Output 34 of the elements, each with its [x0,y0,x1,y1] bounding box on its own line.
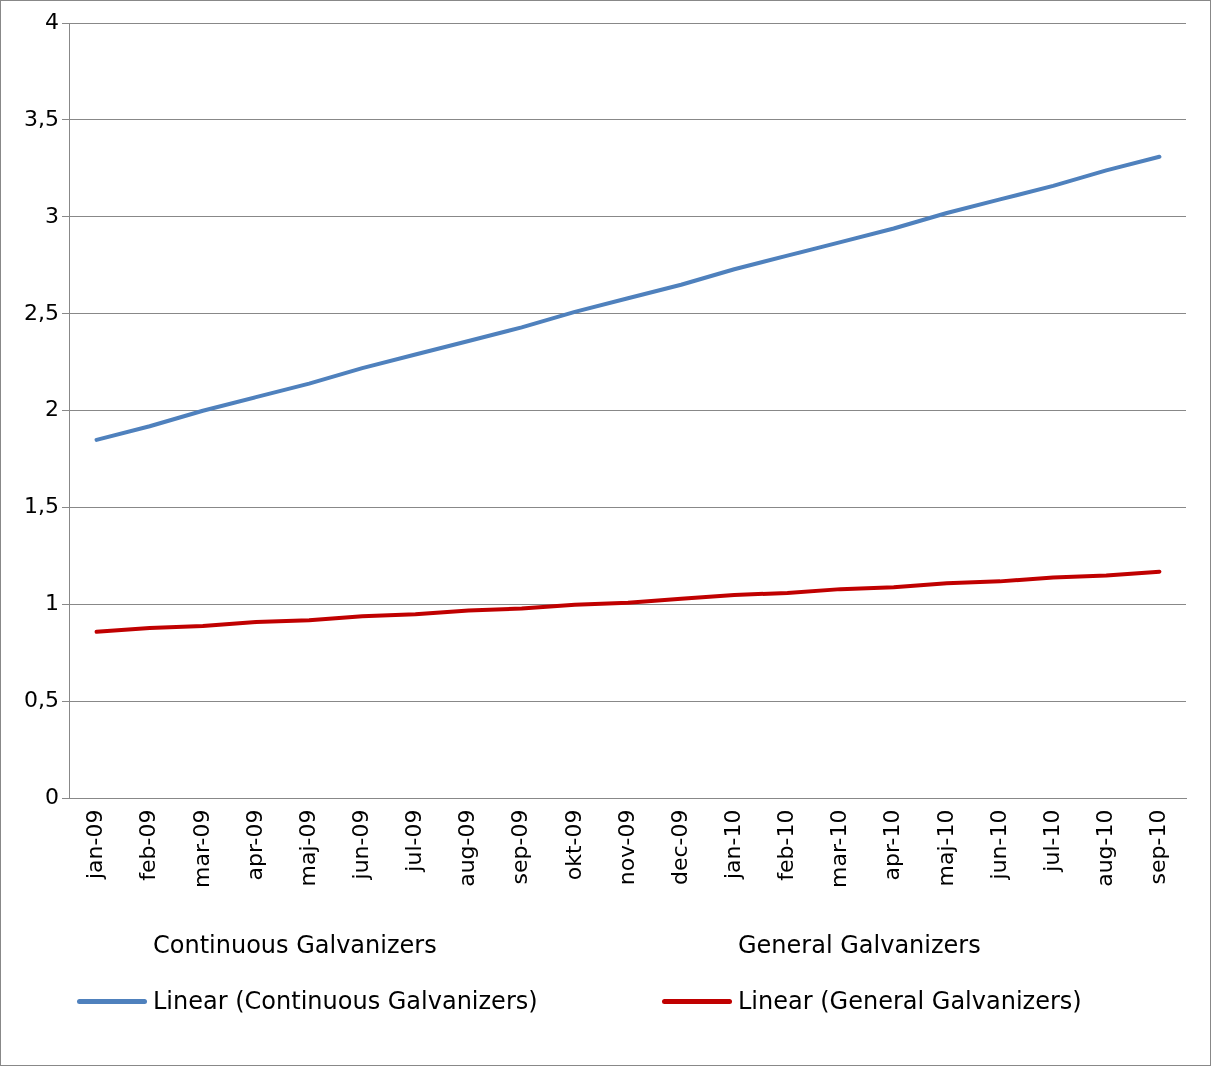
x-tick-label: jul-09 [401,809,427,873]
x-tick-label: jan-10 [720,809,745,880]
y-tick-label: 1 [44,590,59,616]
legend-label: Linear (General Galvanizers) [738,987,1082,1015]
y-tick-label: 2 [44,396,59,422]
y-tick-label: 3 [44,202,59,228]
x-tick-label: jun-09 [348,809,373,881]
x-tick-label: mar-10 [826,809,852,888]
x-tick-label: nov-09 [613,809,639,886]
x-tick-label: dec-09 [666,809,692,886]
y-tick-label: 0 [44,784,59,810]
x-tick-label: mar-09 [188,809,214,888]
y-tick-label: 4 [44,8,59,34]
y-tick-label: 0,5 [23,687,59,713]
text: Continuous Galvanizers [153,931,437,959]
y-tick-label: 1,5 [23,493,59,519]
x-tick-label: sep-10 [1145,809,1171,885]
x-tick-label: feb-09 [135,809,161,881]
x-tick-label: jan-09 [82,809,108,880]
x-tick-label: feb-10 [773,809,799,881]
y-tick-label: 3,5 [23,105,59,131]
x-tick-label: apr-09 [241,809,267,881]
y-tick-label: 2,5 [23,299,59,325]
x-tick-label: jul-10 [1038,809,1064,873]
x-tick-label: maj-10 [932,809,958,887]
x-tick-label: maj-09 [294,809,320,887]
text: General Galvanizers [738,931,981,959]
x-tick-label: aug-10 [1092,809,1117,887]
x-tick-label: jun-10 [985,809,1011,881]
legend-label: Linear (Continuous Galvanizers) [153,987,538,1015]
x-tick-label: apr-10 [879,809,905,881]
x-tick-label: sep-09 [507,809,533,885]
x-tick-label: okt-09 [560,809,586,881]
x-tick-label: aug-09 [454,809,480,887]
